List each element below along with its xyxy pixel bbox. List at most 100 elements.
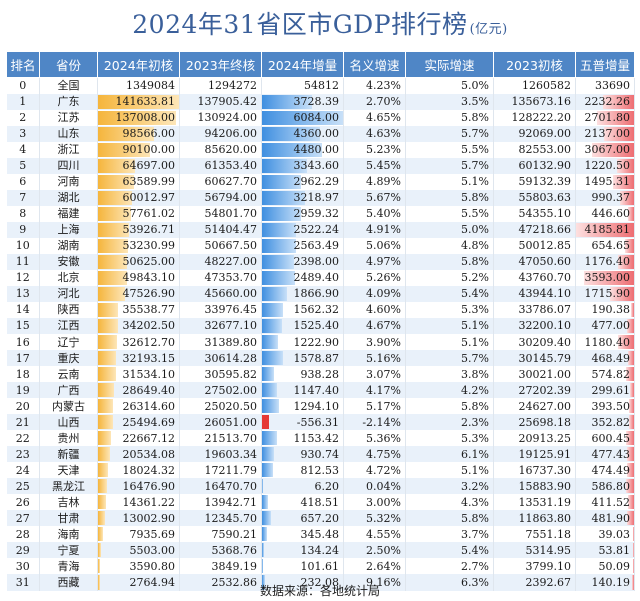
cell-value: 30614.28 [204,351,258,365]
data-bar [262,302,283,317]
cell-value: 30209.40 [518,335,572,349]
data-bar [98,190,133,205]
cell-nominal-growth: 5.32% [343,510,406,527]
cell-census-increase: 3593.00 [575,269,635,286]
cell-value: 3343.60 [293,159,340,173]
cell-real-growth: 5.7% [405,350,494,367]
cell-value: 内蒙古 [52,399,85,413]
cell-gdp-2024: 18024.32 [97,462,180,479]
cell-rank: 6 [6,173,40,190]
cell-value: 20534.08 [122,447,176,461]
cell-value: 3849.19 [211,559,258,573]
data-bar [98,527,103,542]
cell-value: 5.7% [461,351,489,365]
cell-value: 33976.45 [204,303,258,317]
cell-value: 7551.18 [525,527,572,541]
cell-value: 江西 [57,319,80,333]
cell-value: 30145.79 [518,351,572,365]
cell-value: 3.7% [461,527,489,541]
cell-increase-2024: 2398.00 [261,253,344,270]
cell-value: 安徽 [57,255,80,269]
cell-rank: 15 [6,317,40,334]
cell-value: -556.31 [296,415,339,429]
cell-value: 477.00 [591,319,631,333]
cell-census-increase: 352.82 [575,414,635,431]
cell-value: 1578.87 [293,351,340,365]
cell-value: 4.09% [366,287,401,301]
data-bar [98,543,102,558]
data-bar [98,511,106,526]
cell-province: 青海 [39,558,98,575]
cell-value: 56794.00 [204,191,258,205]
data-bar [262,351,284,366]
cell-value: 60627.70 [204,175,258,189]
cell-value: 2.64% [366,559,401,573]
cell-province: 湖北 [39,189,98,206]
cell-value: 9 [19,223,27,237]
header-increase-2024: 2024年增量 [261,51,344,78]
cell-value: 4.91% [366,223,401,237]
data-bar [98,335,117,350]
cell-value: 3593.00 [584,271,631,285]
cell-value: 20913.25 [518,431,572,445]
cell-value: 山西 [57,415,80,429]
cell-value: 5.7% [461,159,489,173]
cell-census-increase: 1495.31 [575,173,635,190]
cell-nominal-growth: 2.50% [343,542,406,559]
cell-real-growth: 5.0% [405,221,494,238]
cell-nominal-growth: 4.97% [343,253,406,270]
cell-real-growth: 5.7% [405,157,494,174]
data-bar [262,463,273,478]
cell-rank: 5 [6,157,40,174]
data-bar [262,222,296,237]
cell-rank: 14 [6,301,40,318]
cell-increase-2024: 1562.32 [261,301,344,318]
cell-increase-2024: 345.48 [261,526,344,543]
cell-gdp-2023-prelim: 24627.00 [493,398,576,415]
cell-gdp-2023-prelim: 135673.16 [493,93,576,110]
cell-value: 657.20 [300,511,340,525]
cell-gdp-2023-final: 17211.79 [179,462,262,479]
cell-gdp-2023-final: 1294272 [179,77,262,94]
cell-value: 2392.67 [525,575,572,589]
data-bar [262,142,322,157]
cell-gdp-2024: 26314.60 [97,398,180,415]
data-bar [98,142,150,157]
cell-value: 天津 [57,463,80,477]
cell-nominal-growth: 5.16% [343,350,406,367]
cell-value: 59132.39 [518,175,572,189]
cell-province: 江西 [39,317,98,334]
data-bar [262,431,278,446]
cell-nominal-growth: 2.70% [343,93,406,110]
cell-value: 16470.70 [204,479,258,493]
cell-nominal-growth: 9.16% [343,574,406,591]
cell-value: 47050.60 [518,255,572,269]
cell-census-increase: 468.49 [575,350,635,367]
data-bar [629,415,634,430]
cell-value: 32200.10 [518,319,572,333]
cell-value: 11863.80 [518,511,572,525]
data-bar [628,495,634,510]
cell-rank: 8 [6,205,40,222]
table-header: 排名 省份 2024年初核 2023年终核 2024年增量 名义增速 实际增速 … [6,51,635,78]
cell-value: 47526.90 [122,287,176,301]
cell-nominal-growth: 3.07% [343,366,406,383]
cell-value: 22667.12 [122,431,176,445]
cell-real-growth: 5.4% [405,285,494,302]
cell-value: 3.00% [366,495,401,509]
cell-gdp-2023-prelim: 47218.66 [493,221,576,238]
cell-value: 137008.00 [115,111,176,125]
cell-gdp-2024: 32612.70 [97,334,180,351]
data-bar [262,318,283,333]
data-bar [98,110,177,125]
cell-value: 7590.21 [211,527,258,541]
cell-value: 福建 [57,207,80,221]
cell-value: 3799.10 [525,559,572,573]
cell-increase-2024: 2522.24 [261,221,344,238]
cell-value: 94206.00 [204,127,258,141]
cell-value: 1180.40 [584,335,631,349]
table-row: 23 新疆 20534.08 19603.34 930.74 4.75% 6.1% 19125… [6,446,635,463]
cell-increase-2024: 1153.42 [261,430,344,447]
cell-value: 4.17% [366,383,401,397]
cell-value: 湖南 [57,239,80,253]
